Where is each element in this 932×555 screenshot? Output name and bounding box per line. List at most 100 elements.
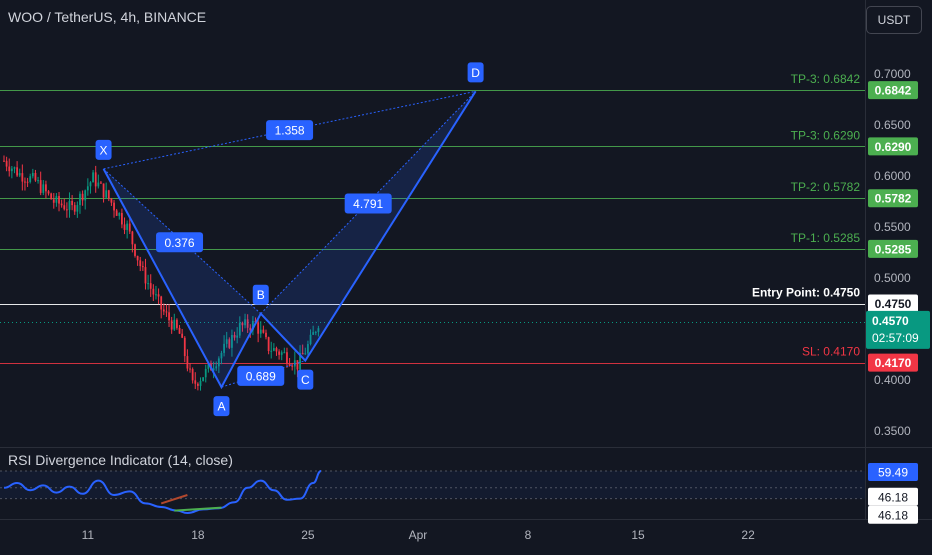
pattern-point-a: A — [217, 400, 225, 414]
candle-body — [73, 205, 76, 212]
candle-body — [16, 167, 18, 176]
pattern-triangle-xab — [103, 168, 261, 388]
price-tick-label: 0.5000 — [874, 271, 911, 285]
pattern-triangle-bcd — [260, 91, 476, 361]
candle-body — [307, 344, 309, 354]
candle-body — [241, 322, 244, 326]
candle-body — [233, 334, 236, 338]
candle-body — [170, 320, 173, 330]
candle-body — [136, 255, 139, 261]
candle-body — [165, 311, 168, 313]
price-tick-label: 0.6000 — [874, 169, 911, 183]
candle-body — [283, 352, 286, 354]
time-tick-label: 8 — [525, 528, 532, 542]
candle-body — [92, 172, 94, 183]
candle-body — [37, 180, 39, 182]
candle-body — [26, 181, 29, 183]
candle-body — [291, 365, 294, 367]
level-price-tag-0: 0.6842 — [875, 84, 912, 98]
rsi-tag-1-bg — [868, 487, 918, 506]
candle-body — [199, 381, 202, 386]
candle-body — [5, 160, 8, 167]
pattern-point-x-bg — [95, 139, 112, 160]
price-tick-label: 0.7000 — [874, 67, 911, 81]
candle-body — [296, 360, 299, 370]
candle-body — [107, 190, 110, 199]
candle-body — [252, 320, 254, 331]
pattern-point-x: X — [100, 143, 108, 157]
candle-body — [100, 182, 102, 184]
candle-body — [144, 267, 147, 284]
pattern-point-d-bg — [467, 62, 484, 83]
candle-body — [249, 327, 252, 331]
candle-body — [293, 360, 296, 367]
current-price-countdown: 02:57:09 — [872, 331, 919, 345]
level-price-tag-3-bg — [868, 239, 918, 258]
rsi-layer — [0, 470, 865, 515]
level-price-tag-1-bg — [868, 137, 918, 156]
currency-button[interactable]: USDT — [866, 6, 922, 34]
candle-body — [45, 184, 47, 192]
candle-body — [301, 352, 304, 355]
candle-body — [223, 343, 225, 353]
candle-body — [141, 266, 144, 268]
candle-body — [84, 190, 87, 201]
candle-body — [113, 202, 115, 211]
pattern-point-d: D — [471, 66, 480, 80]
candle-body — [244, 319, 246, 326]
pattern-point-c-bg — [297, 369, 314, 390]
candle-body — [34, 172, 37, 181]
candle-body — [196, 383, 199, 386]
candle-body — [160, 296, 163, 310]
candle-body — [280, 352, 283, 355]
candle-body — [126, 223, 129, 230]
candle-body — [186, 356, 189, 369]
candle-body — [189, 368, 191, 370]
candle-body — [202, 377, 205, 382]
candle-body — [207, 364, 210, 369]
candle-body — [173, 319, 176, 330]
candle-body — [81, 193, 84, 201]
candle-body — [29, 176, 32, 182]
pattern-ratio-1: 0.376 — [165, 236, 195, 250]
level-price-tag-4-bg — [868, 294, 918, 313]
candle-body — [39, 180, 42, 193]
candle-body — [225, 339, 228, 344]
candle-body — [52, 199, 55, 203]
candle-body — [299, 352, 301, 370]
level-label-5: SL: 0.4170 — [802, 345, 860, 359]
pattern-point-b: B — [257, 288, 265, 302]
pattern-ratio-3-bg — [237, 365, 285, 386]
candle-body — [94, 172, 97, 187]
level-price-tag-4: 0.4750 — [875, 297, 912, 311]
rsi-indicator-title[interactable]: RSI Divergence Indicator (14, close) — [8, 452, 233, 468]
candle-body — [50, 193, 53, 200]
level-price-tag-0-bg — [868, 81, 918, 100]
pattern-point-b-bg — [252, 284, 269, 305]
level-label-2: TP-2: 0.5782 — [791, 180, 861, 194]
candle-body — [21, 173, 24, 182]
level-price-tag-5: 0.4170 — [875, 356, 912, 370]
candle-body — [215, 366, 218, 369]
current-price-tag-bg — [866, 310, 930, 349]
price-tick-label: 0.6500 — [874, 118, 911, 132]
candle-body — [139, 260, 142, 267]
pattern-ratio-0-bg — [266, 120, 314, 141]
rsi-band — [0, 471, 865, 499]
candle-body — [24, 181, 26, 183]
pattern-ratio-0: 1.358 — [275, 124, 305, 138]
candle-body — [236, 335, 239, 338]
candle-body — [304, 353, 307, 355]
axes-layer: 0.7000 0.6500 0.6000 0.5500 0.5000 0.4000 0.35… — [82, 67, 911, 542]
candle-body — [86, 186, 89, 191]
pattern-ratio-3: 0.689 — [246, 369, 276, 383]
candle-body — [204, 368, 207, 378]
pattern-ratio-2-bg — [344, 193, 392, 214]
candle-body — [134, 244, 136, 256]
candle-body — [267, 337, 270, 352]
pattern-ratio-2: 4.791 — [353, 197, 383, 211]
candle-body — [191, 369, 194, 381]
candle-body — [309, 334, 312, 345]
